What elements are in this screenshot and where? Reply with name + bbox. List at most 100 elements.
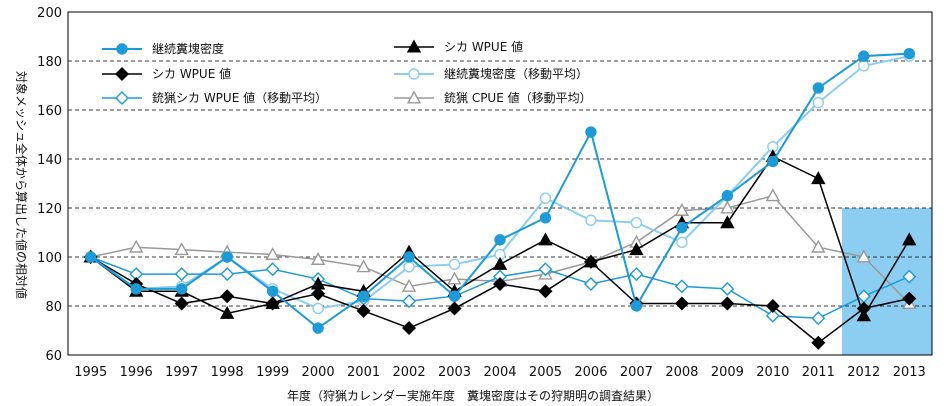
data-point <box>676 221 688 234</box>
data-point <box>265 296 280 310</box>
data-point <box>856 249 871 263</box>
data-point <box>812 96 825 109</box>
data-point <box>174 296 189 311</box>
y-tick-label: 180 <box>37 55 62 70</box>
data-point <box>219 305 235 319</box>
data-point <box>448 290 461 302</box>
data-point <box>115 67 129 81</box>
data-point <box>220 267 235 282</box>
x-tick-label: 2008 <box>665 365 698 380</box>
data-point <box>493 276 507 291</box>
y-tick-label: 80 <box>45 300 62 315</box>
data-point <box>765 188 781 202</box>
y-axis-title: 対象メッシュ全体から算出した値の相対値 <box>14 71 29 299</box>
x-tick-label: 2006 <box>574 365 607 380</box>
x-tick-label: 1996 <box>120 365 153 380</box>
x-tick-label: 2012 <box>847 365 880 380</box>
data-point <box>447 271 462 285</box>
x-tick-label: 2009 <box>711 365 744 380</box>
data-point <box>538 232 553 246</box>
data-point <box>312 302 324 315</box>
x-tick-label: 2013 <box>893 365 926 380</box>
data-point <box>265 262 280 277</box>
series-group <box>83 47 917 350</box>
legend-item: 継続糞塊密度 <box>102 41 224 56</box>
data-point <box>856 308 871 322</box>
x-axis-ticks: 1995 1996 1997 1998 1999 2000 2001 2002 2003 2004… <box>74 365 926 380</box>
data-point <box>266 285 279 297</box>
data-point <box>402 321 417 336</box>
data-point <box>539 192 552 204</box>
data-point <box>674 279 689 294</box>
x-tick-label: 2002 <box>393 365 426 380</box>
data-point <box>356 259 371 273</box>
x-tick-label: 1997 <box>165 365 198 380</box>
data-point <box>720 215 735 229</box>
data-point <box>115 91 129 105</box>
data-point <box>175 283 188 295</box>
x-tick-label: 2003 <box>438 365 471 380</box>
data-point <box>130 283 142 295</box>
x-tick-label: 1999 <box>256 365 289 380</box>
legend-label: 銃猟 CPUE 値（移動平均） <box>444 90 592 105</box>
data-point <box>221 251 233 263</box>
legend-label: 継続糞塊密度（移動平均） <box>444 66 588 81</box>
data-point <box>812 82 825 94</box>
legend-label: 継続糞塊密度 <box>152 41 224 56</box>
data-point <box>720 200 735 214</box>
data-point <box>903 47 915 60</box>
data-point <box>539 212 552 224</box>
x-tick-label: 2005 <box>529 365 562 380</box>
data-point <box>858 50 870 62</box>
data-point <box>583 254 599 268</box>
data-point <box>583 276 598 291</box>
y-tick-label: 200 <box>37 6 62 21</box>
legend-label: シカ WPUE 値 <box>444 39 523 54</box>
data-point <box>85 251 97 263</box>
plot-frame <box>67 11 933 356</box>
data-point <box>765 299 780 313</box>
data-point <box>629 267 644 282</box>
data-point <box>492 256 508 270</box>
data-point <box>811 311 826 326</box>
legend-item: 銃猟シカ WPUE 値（移動平均） <box>102 90 327 105</box>
y-tick-label: 120 <box>37 202 62 217</box>
data-point <box>356 303 371 318</box>
data-point <box>585 214 597 226</box>
x-tick-label: 2011 <box>802 365 835 380</box>
legend-item: 継続糞塊密度（移動平均） <box>394 66 588 81</box>
data-point <box>858 60 870 72</box>
series-0 <box>85 47 915 334</box>
data-point <box>403 251 415 263</box>
data-point <box>902 291 917 306</box>
data-point <box>357 290 370 302</box>
data-point <box>811 239 826 253</box>
data-point <box>585 126 597 138</box>
x-tick-label: 2010 <box>756 365 789 380</box>
legend-item: シカ WPUE 値 <box>102 66 231 81</box>
data-point <box>448 258 461 271</box>
data-point <box>401 278 417 292</box>
data-point <box>312 322 324 334</box>
data-point <box>265 247 280 261</box>
data-point <box>674 203 690 216</box>
data-point <box>720 296 735 311</box>
data-point <box>310 276 326 290</box>
data-point <box>811 335 826 350</box>
data-point <box>538 284 553 299</box>
x-tick-label: 2000 <box>302 365 335 380</box>
data-point <box>902 269 917 284</box>
x-axis-title: 年度（狩猟カレンダー実施年度 糞塊密度はその狩期明の調査結果） <box>287 388 659 403</box>
data-point <box>311 286 326 301</box>
data-point <box>174 242 189 256</box>
x-tick-label: 2001 <box>347 365 380 380</box>
legend-label: シカ WPUE 値 <box>152 66 231 81</box>
data-point <box>403 261 415 273</box>
y-tick-label: 60 <box>45 349 62 364</box>
data-point <box>129 239 144 253</box>
data-point <box>406 39 422 53</box>
data-point <box>538 262 553 277</box>
data-point <box>767 155 779 168</box>
data-point <box>630 216 643 229</box>
